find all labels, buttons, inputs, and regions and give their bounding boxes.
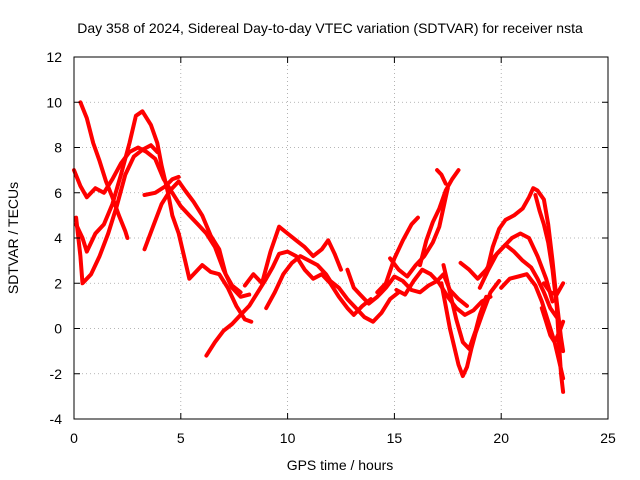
y-tick-label: 8 — [54, 140, 62, 156]
y-axis-label: SDTVAR / TECUs — [5, 182, 21, 294]
y-tick-labels: -4 -2 0 2 4 6 8 10 12 — [46, 49, 62, 427]
series-s6 — [142, 174, 181, 197]
x-tick-label: 15 — [387, 430, 403, 446]
series-s14 — [418, 168, 461, 268]
y-tick-label: 6 — [54, 185, 62, 201]
series-s16 — [439, 279, 502, 378]
series-s7 — [204, 249, 373, 358]
series-s18 — [458, 231, 555, 304]
series-s8 — [242, 224, 343, 288]
axis-ticks — [73, 56, 609, 420]
x-axis-label: GPS time / hours — [287, 457, 394, 473]
x-tick-label: 5 — [177, 430, 185, 446]
series-s2 — [78, 100, 130, 240]
y-tick-label: 12 — [46, 49, 62, 65]
series-s3 — [74, 109, 254, 324]
series-s23 — [539, 306, 566, 345]
y-tick-label: 4 — [54, 230, 62, 246]
y-tick-label: 0 — [54, 321, 62, 337]
series-s15 — [435, 168, 448, 186]
y-tick-label: 10 — [46, 94, 62, 110]
series-s11 — [375, 215, 420, 295]
chart-title: Day 358 of 2024, Sidereal Day-to-day VTE… — [77, 20, 583, 36]
series-s21 — [499, 272, 566, 381]
x-tick-label: 20 — [493, 430, 509, 446]
series-s5 — [142, 179, 243, 295]
series-s24 — [541, 281, 566, 297]
x-tick-label: 10 — [280, 430, 296, 446]
series-s17 — [441, 263, 489, 351]
series-s22 — [533, 193, 566, 394]
y-tick-label: -4 — [50, 411, 63, 427]
y-tick-label: 2 — [54, 275, 62, 291]
series-s4 — [74, 143, 160, 286]
series-s1 — [72, 145, 252, 299]
data-series — [72, 100, 566, 394]
grid-lines — [74, 57, 608, 419]
x-tick-labels: 0 5 10 15 20 25 — [70, 430, 616, 446]
series-s9 — [264, 254, 401, 324]
y-tick-label: -2 — [50, 366, 63, 382]
x-tick-label: 25 — [600, 430, 616, 446]
series-s19 — [477, 242, 559, 320]
x-tick-label: 0 — [70, 430, 78, 446]
